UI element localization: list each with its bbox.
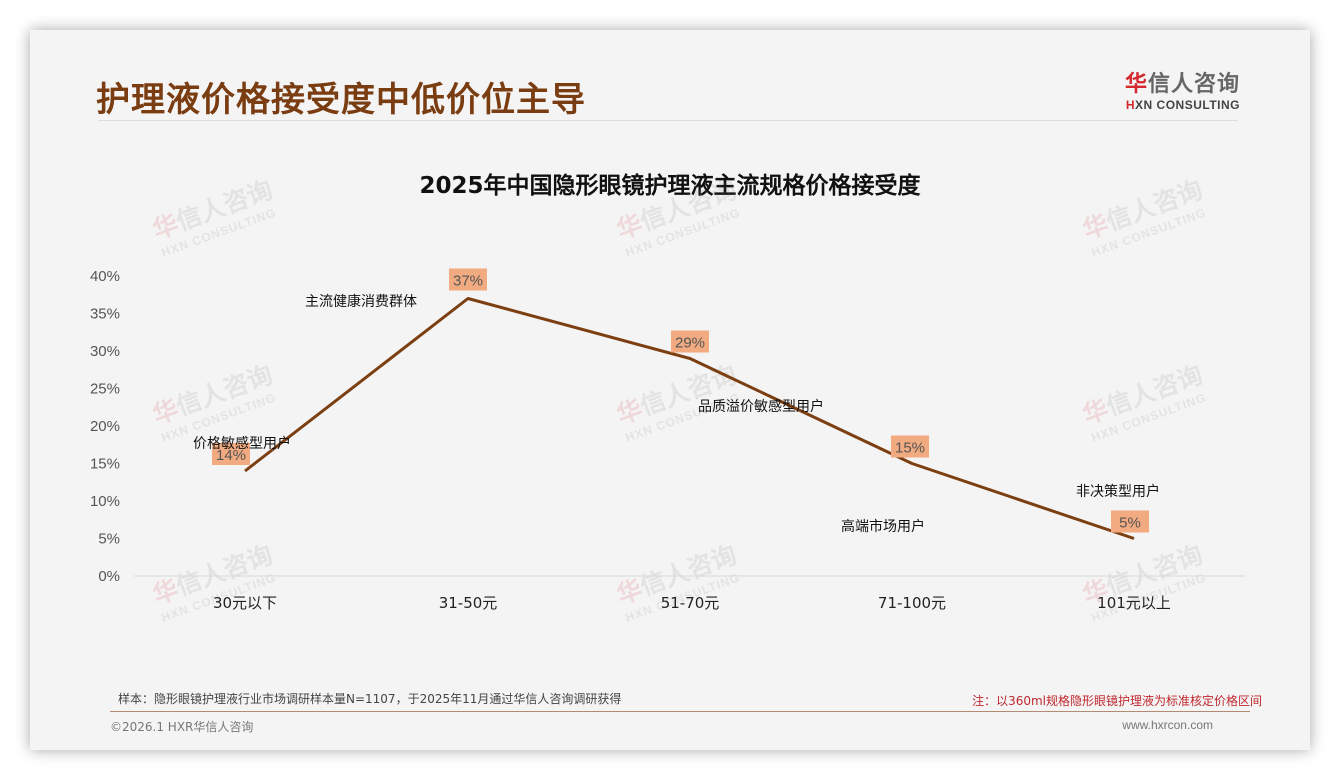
segment-annotation: 非决策型用户: [1076, 483, 1160, 500]
segment-annotation: 主流健康消费群体: [305, 293, 417, 310]
title-divider: [98, 120, 1238, 121]
x-tick-label: 30元以下: [213, 594, 277, 612]
chart-title: 2025年中国隐形眼镜护理液主流规格价格接受度: [419, 173, 921, 199]
value-label: 37%: [453, 273, 483, 290]
value-label: 29%: [675, 335, 705, 352]
x-tick-label: 71-100元: [878, 594, 946, 612]
logo-en: HXN CONSULTING: [1125, 98, 1240, 112]
value-label-bg: [671, 330, 709, 353]
copyright: ©2026.1 HXR华信人咨询: [110, 720, 254, 734]
value-label-bg: [212, 443, 250, 465]
value-label-bg: [449, 268, 487, 291]
value-label: 15%: [895, 440, 925, 457]
y-tick-label: 35%: [90, 306, 120, 323]
page-title: 护理液价格接受度中低价位主导: [96, 80, 586, 120]
segment-annotation: 高端市场用户: [841, 518, 925, 535]
y-tick-label: 10%: [90, 493, 120, 510]
segment-annotation: 价格敏感型用户: [193, 435, 291, 452]
y-tick-label: 40%: [90, 268, 120, 285]
y-tick-label: 5%: [98, 531, 120, 548]
y-tick-label: 15%: [90, 456, 120, 473]
value-label: 14%: [216, 447, 246, 464]
data-line: [244, 297, 1135, 540]
x-tick-label: 31-50元: [439, 594, 498, 612]
y-tick-label: 0%: [98, 568, 120, 585]
segment-annotation: 品质溢价敏感型用户: [698, 398, 824, 415]
x-tick-label: 101元以上: [1097, 594, 1171, 612]
value-label-bg: [1111, 510, 1149, 533]
value-label: 5%: [1119, 515, 1141, 532]
x-tick-label: 51-70元: [661, 594, 720, 612]
brand-logo: 华信人咨询 HXN CONSULTING: [1125, 66, 1240, 112]
y-tick-label: 25%: [90, 381, 120, 398]
y-tick-label: 30%: [90, 343, 120, 360]
y-tick-label: 20%: [90, 418, 120, 435]
logo-cn: 华信人咨询: [1124, 72, 1240, 97]
price-note: 注：以360ml规格隐形眼镜护理液为标准核定价格区间: [972, 694, 1262, 708]
website-link[interactable]: www.hxrcon.com: [1122, 718, 1213, 732]
value-label-bg: [891, 435, 929, 458]
sample-note: 样本：隐形眼镜护理液行业市场调研样本量N=1107，于2025年11月通过华信人…: [118, 692, 622, 706]
slide-card: 护理液价格接受度中低价位主导 华信人咨询 HXN CONSULTING 2025…: [30, 30, 1310, 750]
footer-divider: [110, 711, 1250, 712]
line-chart: 0% 5% 10% 15% 20% 25% 30% 35% 40% 30元以下 31-50元 51-7…: [90, 268, 1245, 612]
